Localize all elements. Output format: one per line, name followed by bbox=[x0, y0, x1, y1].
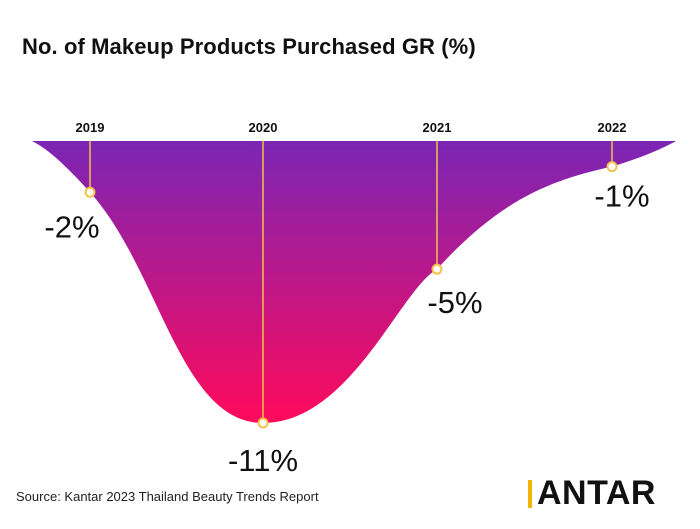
data-label-2020: -11% bbox=[228, 443, 298, 478]
logo-text: ANTAR bbox=[537, 474, 656, 512]
data-point-2022 bbox=[606, 161, 618, 173]
data-point-2020 bbox=[257, 417, 269, 429]
data-labels: -2% -11% -5% -1% bbox=[44, 179, 649, 478]
x-tick-label-2020: 2020 bbox=[249, 120, 278, 135]
area-fill bbox=[32, 141, 676, 423]
data-label-2019: -2% bbox=[44, 209, 99, 244]
data-point-2021 bbox=[431, 263, 443, 275]
data-label-2021: -5% bbox=[427, 285, 482, 320]
x-tick-label-2019: 2019 bbox=[76, 120, 105, 135]
chart-title: No. of Makeup Products Purchased GR (%) bbox=[22, 34, 476, 59]
source-note: Source: Kantar 2023 Thailand Beauty Tren… bbox=[16, 489, 319, 504]
x-tick-label-2021: 2021 bbox=[423, 120, 452, 135]
data-point-2019 bbox=[84, 186, 96, 198]
data-label-2022: -1% bbox=[594, 179, 649, 214]
x-tick-label-2022: 2022 bbox=[598, 120, 627, 135]
x-axis-ticks: 2019 2020 2021 2022 bbox=[76, 120, 627, 135]
drop-lines bbox=[89, 141, 613, 423]
data-points bbox=[84, 161, 618, 429]
logo-mark bbox=[528, 479, 532, 508]
kantar-logo: ANTAR bbox=[528, 474, 656, 513]
